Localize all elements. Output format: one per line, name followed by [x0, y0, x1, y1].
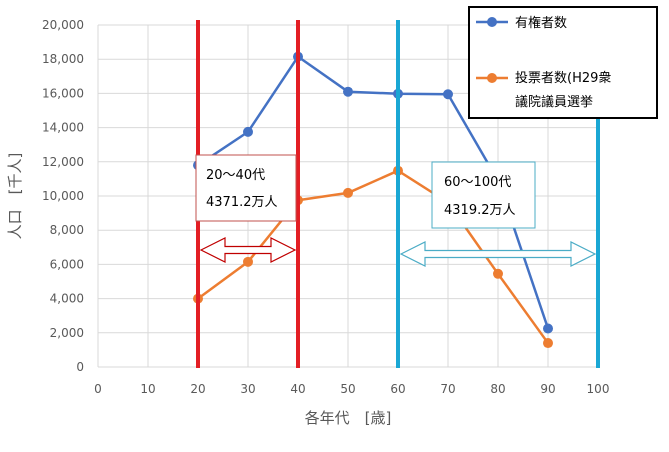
data-point-series-1	[543, 323, 553, 334]
x-tick-label: 20	[190, 382, 205, 396]
double-arrow	[399, 241, 597, 267]
legend-box	[468, 6, 658, 119]
x-tick-label: 40	[290, 382, 305, 396]
legend-label-series-1: 有権者数	[515, 15, 567, 31]
legend-marker-series-2	[487, 73, 497, 83]
data-point-series-1	[443, 89, 453, 100]
y-tick-label: 6,000	[50, 257, 84, 271]
y-tick-label: 18,000	[42, 52, 84, 66]
x-tick-label: 0	[94, 382, 102, 396]
y-tick-label: 4,000	[50, 292, 84, 306]
y-tick-label: 2,000	[50, 326, 84, 340]
x-tick-labels: 0 10 20 30 40 50 60 70 80 90 100	[94, 382, 609, 396]
data-point-series-2	[343, 187, 353, 198]
annotation-layer: 20～40代 4371.2万人 60～100代 4319.2万人	[195, 154, 597, 267]
x-axis-title: 各年代 [歳]	[305, 409, 392, 427]
data-point-series-2	[493, 268, 503, 279]
y-tick-label: 14,000	[42, 121, 84, 135]
data-point-series-1	[343, 86, 353, 97]
y-tick-label: 20,000	[42, 18, 84, 32]
x-tick-label: 100	[587, 382, 610, 396]
y-tick-label: 16,000	[42, 86, 84, 100]
y-axis-title: 人口 [千人]	[6, 153, 24, 240]
data-point-series-1	[243, 126, 253, 137]
annotation-total-label: 4371.2万人	[206, 195, 278, 210]
x-tick-label: 60	[390, 382, 405, 396]
double-arrow	[199, 237, 297, 263]
y-tick-label: 0	[76, 360, 84, 374]
y-tick-labels: 0 2,000 4,000 6,000 8,000 10,000 12,000 14,000 1…	[42, 18, 84, 374]
x-tick-label: 50	[340, 382, 355, 396]
annotation-range-label: 60～100代	[444, 175, 511, 190]
x-tick-label: 70	[440, 382, 455, 396]
y-tick-label: 8,000	[50, 223, 84, 237]
x-tick-label: 80	[490, 382, 505, 396]
y-tick-label: 10,000	[42, 189, 84, 203]
legend-marker-series-1	[487, 17, 497, 27]
y-tick-label: 12,000	[42, 155, 84, 169]
x-tick-label: 90	[540, 382, 555, 396]
annotation-range-label: 20～40代	[206, 168, 265, 183]
data-point-series-2	[543, 338, 553, 349]
annotation-box	[431, 161, 536, 229]
data-point-series-2	[243, 256, 253, 267]
x-tick-label: 30	[240, 382, 255, 396]
annotation-box	[195, 154, 297, 222]
x-tick-label: 10	[140, 382, 155, 396]
legend-label-series-2: 投票者数(H29衆議院議員選挙	[515, 70, 611, 110]
annotation-total-label: 4319.2万人	[444, 203, 516, 218]
